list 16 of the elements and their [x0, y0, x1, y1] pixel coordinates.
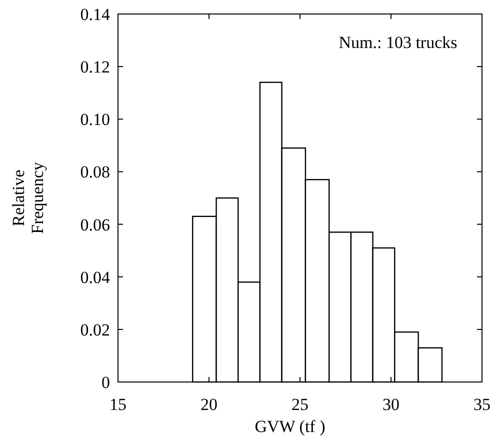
x-tick-label: 15: [110, 395, 126, 414]
y-tick-label: 0.06: [80, 215, 110, 234]
x-tick-label: 35: [474, 395, 490, 414]
y-tick-label: 0: [102, 373, 110, 392]
annotation: Num.: 103 trucks: [338, 33, 458, 52]
x-axis-title: GVW (tf ): [254, 417, 326, 436]
y-tick-label: 0.12: [80, 58, 110, 77]
y-tick-label: 0.04: [80, 268, 110, 287]
x-tick-label: 25: [292, 395, 308, 414]
y-tick-label: 0.10: [80, 110, 110, 130]
y-tick-label: 0.08: [80, 162, 110, 182]
y-axis-title: Relative Frequency: [9, 162, 47, 234]
x-tick-label: 30: [382, 395, 400, 414]
x-tick-label: 20: [200, 395, 218, 414]
y-tick-label: 0.02: [80, 320, 110, 340]
y-tick-label: 0.14: [80, 5, 110, 24]
